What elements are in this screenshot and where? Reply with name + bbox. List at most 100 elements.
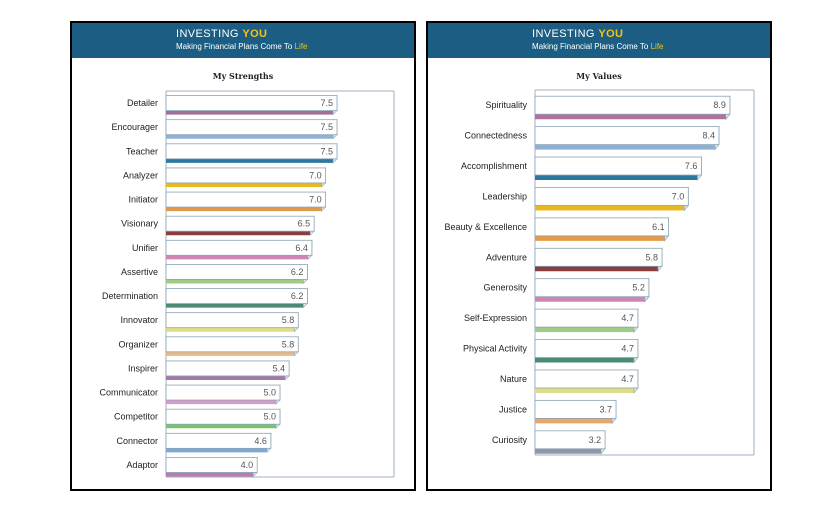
bar — [165, 239, 313, 256]
bar-base — [535, 205, 689, 211]
value-label: 6.2 — [291, 267, 304, 277]
bar — [534, 187, 689, 206]
value-label: 4.6 — [254, 436, 267, 446]
bar — [534, 430, 606, 450]
bar-base — [166, 424, 280, 429]
chart-title: My Strengths — [212, 71, 274, 81]
bar-base — [535, 387, 638, 393]
bar-base — [535, 266, 663, 272]
category-label: Leadership — [482, 191, 527, 201]
bar — [165, 457, 258, 473]
chart-title: My Values — [576, 71, 622, 81]
category-label: Initiator — [128, 195, 158, 205]
bar-base — [166, 472, 258, 477]
category-label: Generosity — [483, 283, 527, 293]
bar — [534, 247, 663, 267]
category-label: Connector — [116, 436, 158, 446]
bar-base — [535, 175, 702, 181]
category-label: Accomplishment — [461, 161, 528, 171]
category-label: Competitor — [114, 412, 158, 422]
bar — [165, 167, 327, 184]
bar-base — [166, 158, 337, 163]
value-label: 6.4 — [295, 243, 308, 253]
strengths-panel: INVESTING YOU Making Financial Plans Com… — [70, 21, 416, 491]
category-label: Physical Activity — [463, 344, 528, 354]
bar-base — [535, 327, 638, 333]
value-label: 6.5 — [298, 219, 311, 229]
brand-logo: INVESTING YOU — [532, 28, 624, 40]
bar — [534, 369, 639, 389]
bar — [165, 312, 299, 329]
category-label: Connectedness — [464, 131, 527, 141]
category-label: Communicator — [99, 388, 158, 398]
bar — [165, 408, 281, 425]
value-label: 7.0 — [672, 191, 685, 201]
bar-base — [535, 357, 638, 363]
brand-logo: INVESTING YOU — [176, 28, 268, 40]
value-label: 4.7 — [621, 344, 634, 354]
bar — [165, 432, 272, 449]
bar-base — [166, 327, 299, 332]
bar-base — [166, 110, 337, 115]
value-label: 5.8 — [282, 339, 295, 349]
bar-base — [166, 231, 315, 236]
value-label: 3.2 — [589, 435, 602, 445]
value-label: 5.0 — [263, 412, 276, 422]
bar — [165, 336, 299, 353]
value-label: 7.0 — [309, 195, 322, 205]
bar — [165, 119, 338, 136]
category-label: Unifier — [132, 243, 158, 253]
value-label: 8.9 — [713, 100, 726, 110]
panel-header: INVESTING YOU Making Financial Plans Com… — [428, 23, 770, 58]
category-label: Curiosity — [492, 435, 528, 445]
bar-base — [535, 114, 730, 120]
value-label: 4.7 — [621, 313, 634, 323]
bar-base — [535, 296, 649, 302]
bar-base — [166, 448, 271, 453]
bar-base — [166, 400, 280, 405]
category-label: Encourager — [111, 122, 158, 132]
value-label: 3.7 — [600, 404, 613, 414]
category-label: Teacher — [126, 146, 158, 156]
category-label: Detailer — [127, 98, 158, 108]
category-label: Determination — [102, 291, 158, 301]
category-label: Organizer — [118, 339, 158, 349]
value-label: 6.2 — [291, 291, 304, 301]
bar — [534, 95, 731, 115]
value-label: 5.0 — [263, 388, 276, 398]
bar — [534, 399, 617, 419]
value-label: 4.0 — [241, 460, 254, 470]
bar-base — [535, 144, 719, 150]
bar — [165, 95, 338, 111]
category-label: Justice — [499, 404, 527, 414]
bar — [165, 143, 338, 160]
bar-base — [535, 418, 617, 424]
category-label: Self-Expression — [464, 313, 527, 323]
values-panel: INVESTING YOU Making Financial Plans Com… — [426, 21, 772, 491]
strengths-chart: Detailer 7.5 Encourager 7.5 Teacher 7.5 Analyz… — [99, 90, 395, 478]
bar-base — [166, 303, 308, 308]
bar — [165, 384, 281, 401]
category-label: Assertive — [121, 267, 158, 277]
value-label: 5.4 — [273, 363, 286, 373]
bar-base — [166, 134, 337, 139]
value-label: 7.5 — [320, 146, 333, 156]
bar — [165, 288, 308, 304]
category-label: Inspirer — [128, 363, 158, 373]
value-label: 7.5 — [320, 122, 333, 132]
value-label: 5.2 — [632, 283, 645, 293]
panel-header: INVESTING YOU Making Financial Plans Com… — [72, 23, 414, 58]
value-label: 7.0 — [309, 170, 322, 180]
category-label: Beauty & Excellence — [444, 222, 527, 232]
bar-base — [166, 351, 299, 356]
bar-base — [535, 448, 606, 454]
value-label: 5.8 — [646, 252, 659, 262]
tagline: Making Financial Plans Come To Life — [532, 42, 664, 51]
category-label: Adventure — [486, 252, 527, 262]
bar — [165, 264, 308, 280]
value-label: 8.4 — [702, 131, 715, 141]
value-label: 7.6 — [685, 161, 698, 171]
bar — [534, 278, 650, 298]
bar-base — [166, 279, 308, 284]
bar — [534, 156, 702, 176]
